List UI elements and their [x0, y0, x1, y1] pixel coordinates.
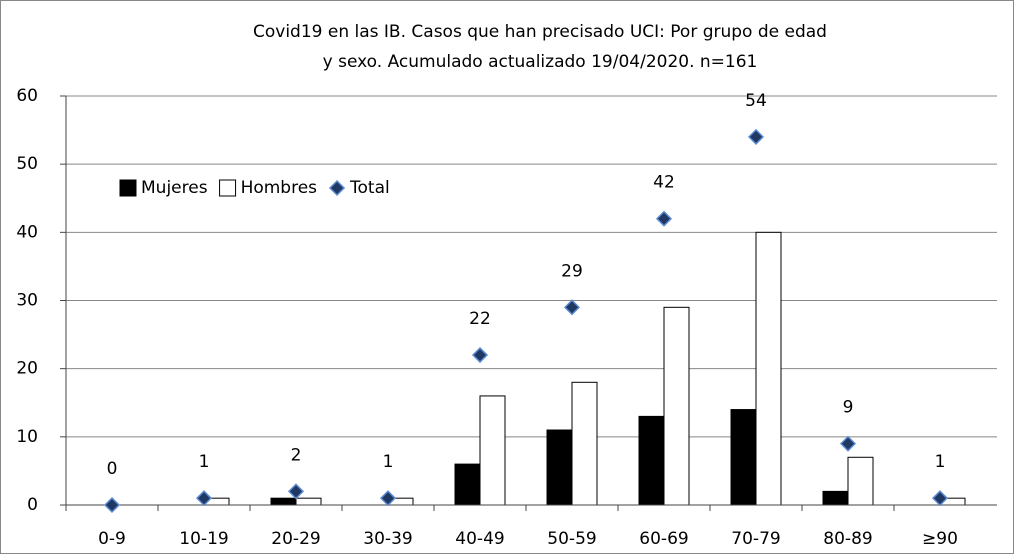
legend-label: Mujeres — [141, 178, 208, 198]
data-label: 1 — [935, 452, 946, 472]
y-tick-label: 30 — [16, 291, 38, 311]
x-tick-label: 30-39 — [363, 529, 412, 549]
bar — [479, 395, 506, 506]
total-marker — [655, 210, 673, 227]
total-marker — [379, 490, 397, 507]
total-marker — [931, 490, 949, 507]
y-tick-label: 50 — [16, 154, 38, 174]
data-label: 22 — [469, 309, 491, 329]
bar — [270, 497, 297, 506]
x-tick-label: 50-59 — [547, 529, 596, 549]
bar — [295, 497, 322, 506]
total-marker — [471, 346, 489, 364]
data-label: 1 — [383, 452, 394, 472]
legend-label: Hombres — [241, 178, 318, 198]
bar — [755, 231, 782, 506]
x-tick-label: 80-89 — [823, 529, 872, 549]
total-marker — [103, 496, 121, 514]
y-tick-label: 10 — [16, 427, 38, 447]
legend-label: Total — [349, 178, 390, 198]
bar — [847, 456, 874, 506]
total-marker — [747, 128, 765, 145]
data-label: 9 — [843, 398, 854, 418]
chart-title: y sexo. Acumulado actualizado 19/04/2020… — [323, 52, 758, 72]
x-tick-label: 40-49 — [455, 529, 504, 549]
y-tick-label: 40 — [16, 222, 38, 242]
chart-title: Covid19 en las IB. Casos que han precisa… — [253, 22, 827, 42]
x-tick-label: ≥90 — [922, 529, 958, 549]
total-marker — [195, 490, 213, 507]
legend-swatch — [219, 179, 237, 197]
bar — [730, 409, 757, 506]
x-tick-label: 10-19 — [179, 529, 228, 549]
x-tick-label: 70-79 — [731, 529, 780, 549]
legend-swatch — [119, 179, 137, 197]
bar — [822, 490, 849, 506]
data-label: 42 — [653, 173, 675, 193]
data-label: 0 — [107, 459, 118, 479]
y-tick-label: 0 — [27, 495, 38, 515]
bar — [571, 381, 598, 506]
total-marker — [839, 435, 857, 452]
bar — [638, 415, 665, 506]
data-label: 2 — [291, 445, 302, 465]
bar — [663, 306, 690, 506]
total-marker — [563, 299, 581, 316]
x-tick-label: 20-29 — [271, 529, 320, 549]
data-label: 29 — [561, 261, 583, 281]
bar — [454, 463, 481, 506]
bar — [546, 429, 573, 506]
y-tick-label: 60 — [16, 86, 38, 106]
legend-swatch — [328, 179, 346, 197]
y-tick-label: 20 — [16, 359, 38, 379]
x-tick-label: 0-9 — [98, 529, 126, 549]
data-label: 1 — [199, 452, 210, 472]
x-tick-label: 60-69 — [639, 529, 688, 549]
total-marker — [287, 483, 305, 500]
data-label: 54 — [745, 91, 767, 111]
